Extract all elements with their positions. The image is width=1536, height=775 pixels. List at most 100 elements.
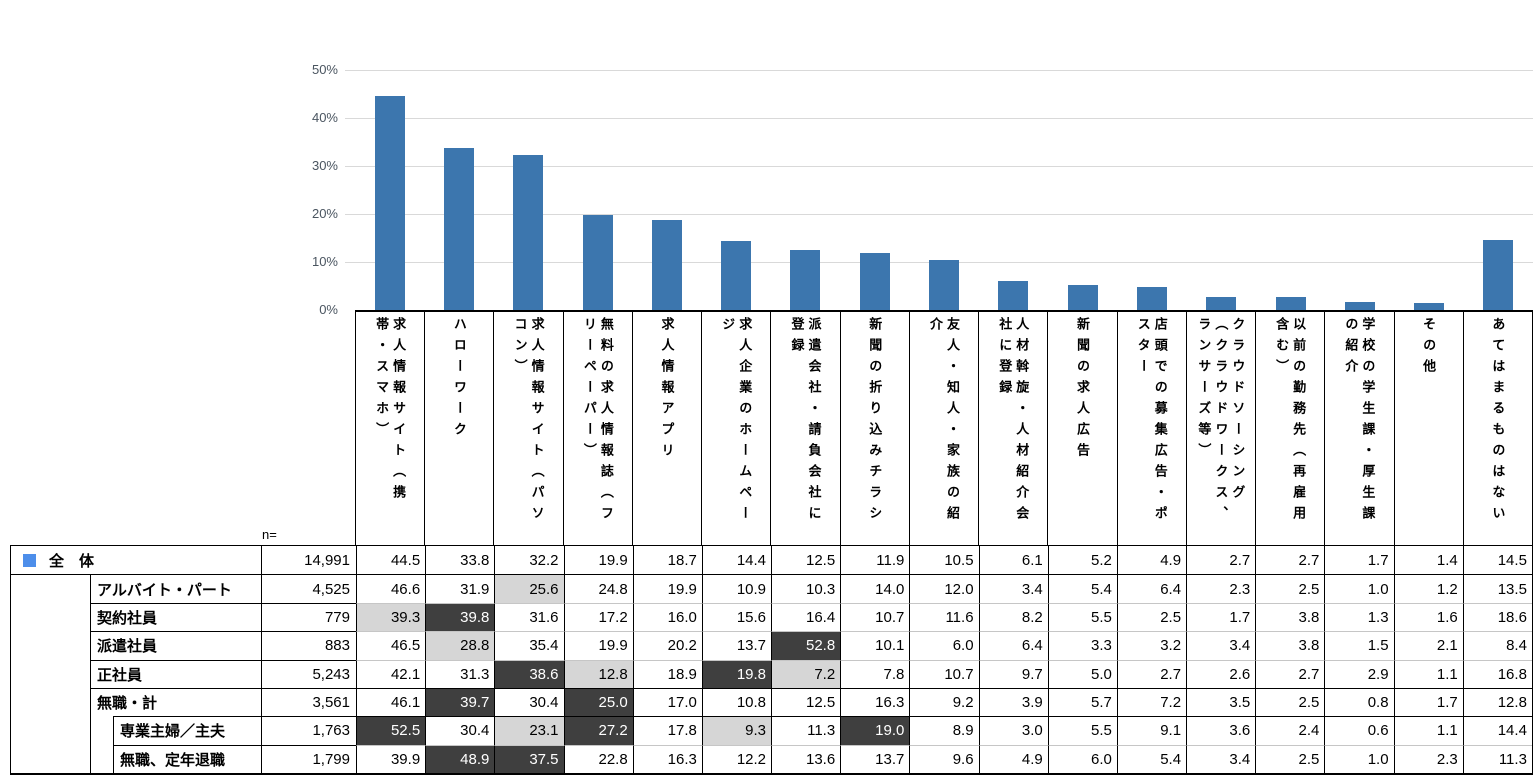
value-cell: 23.1 — [494, 716, 564, 745]
bar-column — [494, 70, 563, 310]
bar-column — [909, 70, 978, 310]
y-axis-tick-label: 40% — [311, 110, 338, 125]
n-value-cell: 5,243 — [261, 659, 356, 688]
n-value-cell: 14,991 — [261, 546, 356, 575]
label-indent-spacer — [90, 716, 113, 745]
value-cell: 17.0 — [632, 687, 702, 717]
bar — [790, 250, 821, 310]
category-header-cell: 人材斡旋・人材紹介会 社に登録 — [978, 312, 1047, 545]
value-cell: 17.2 — [563, 602, 633, 632]
n-value-cell: 779 — [261, 602, 356, 632]
value-cell: 46.6 — [356, 574, 426, 603]
value-cell: 5.2 — [1047, 546, 1117, 575]
y-axis-tick-label: 10% — [311, 254, 338, 269]
bar — [859, 252, 890, 310]
value-cell: 11.3 — [771, 716, 841, 745]
category-header-label: 学校の学生課・厚生課 の紹介 — [1343, 317, 1376, 527]
gridline — [345, 166, 1533, 167]
value-cell: 0.6 — [1324, 716, 1394, 745]
value-cell: 18.9 — [632, 659, 702, 688]
value-cell: 12.5 — [771, 687, 841, 717]
bar-column — [701, 70, 770, 310]
value-cell: 35.4 — [494, 631, 564, 660]
value-cell: 12.8 — [563, 659, 633, 688]
table-row: アルバイト・パート 4,525 46.6 31.9 25.6 24.8 19.9 10.9 10… — [11, 574, 1532, 603]
label-indent-spacer — [11, 660, 90, 688]
bar — [1206, 297, 1237, 310]
category-header-label: 求人情報アプリ — [659, 317, 675, 464]
label-indent-spacer — [11, 716, 90, 744]
value-cell: 39.9 — [356, 744, 426, 773]
label-indent-spacer — [11, 745, 90, 773]
category-header-label: ハローワーク — [451, 317, 467, 443]
category-header-cell: その他 — [1393, 312, 1463, 545]
value-cell: 16.3 — [632, 744, 702, 773]
value-cells: 46.5 28.8 35.4 19.9 20.2 13.7 52.8 10.1 6.0 6.4 3.… — [356, 631, 1532, 660]
value-cell: 3.4 — [978, 574, 1048, 603]
table-row: 無職・計 3,561 46.1 39.7 30.4 25.0 17.0 10.8 12.5 16.… — [11, 687, 1532, 717]
value-cell: 13.7 — [701, 631, 772, 660]
value-cell: 2.5 — [1116, 602, 1187, 632]
value-cell: 31.6 — [494, 602, 564, 632]
value-cell: 13.5 — [1462, 574, 1532, 603]
category-header-label: 求人企業のホームペー ジ — [720, 317, 753, 527]
value-cell: 18.6 — [1462, 602, 1532, 632]
value-cell: 12.5 — [771, 546, 840, 575]
value-cell: 2.5 — [1255, 687, 1325, 717]
category-header-cell: クラウドソーシング （クラウドワークス、 ランサーズ等） — [1185, 312, 1255, 545]
value-cell: 1.0 — [1324, 574, 1394, 603]
table-row: 専業主婦／主夫 1,763 52.5 30.4 23.1 27.2 17.8 9.3 11.3 1… — [11, 716, 1532, 745]
category-header-label: あてはまるものはない — [1490, 317, 1506, 527]
value-cell: 1.0 — [1324, 744, 1394, 773]
value-cell: 39.3 — [356, 602, 426, 632]
y-axis-tick-label: 30% — [311, 158, 338, 173]
y-axis-tick-label: 50% — [311, 62, 338, 77]
value-cell: 16.0 — [632, 602, 702, 632]
bar — [1275, 297, 1306, 310]
gridline — [345, 214, 1533, 215]
category-header-label: 派遣会社・請負会社に 登録 — [789, 317, 822, 527]
n-value-cell: 3,561 — [261, 687, 356, 717]
value-cell: 2.3 — [1393, 744, 1463, 773]
value-cell: 6.4 — [1116, 574, 1187, 603]
value-cell: 7.2 — [1116, 687, 1187, 717]
bar — [651, 220, 682, 310]
bar-column — [1117, 70, 1186, 310]
value-cell: 39.7 — [425, 687, 495, 717]
bar-column — [632, 70, 701, 310]
value-cell: 10.9 — [701, 574, 772, 603]
value-cell: 44.5 — [356, 546, 425, 575]
category-header-label: 新聞の折り込みチラシ — [867, 317, 883, 527]
table-row: 派遣社員 883 46.5 28.8 35.4 19.9 20.2 13.7 52.8 10.1 6… — [11, 631, 1532, 660]
value-cells: 39.3 39.8 31.6 17.2 16.0 15.6 16.4 10.7 11.6 8.2 5… — [356, 602, 1532, 632]
value-cell: 33.8 — [425, 546, 494, 575]
value-cell: 9.3 — [701, 716, 772, 745]
value-cell: 14.4 — [701, 546, 771, 575]
bar-column — [840, 70, 909, 310]
bar — [1067, 285, 1098, 310]
value-cell: 9.1 — [1116, 716, 1187, 745]
value-cell: 4.9 — [978, 744, 1048, 773]
bar — [1136, 286, 1167, 310]
category-header-cell: 友人・知人・家族の紹 介 — [908, 312, 978, 545]
value-cell: 17.8 — [632, 716, 702, 745]
value-cell: 12.0 — [909, 574, 979, 603]
category-header-cell: 学校の学生課・厚生課 の紹介 — [1324, 312, 1393, 545]
category-header-cell: 求人情報サイト（携 帯・スマホ） — [355, 312, 424, 545]
value-cell: 6.1 — [978, 546, 1048, 575]
category-header-label: 人材斡旋・人材紹介会 社に登録 — [997, 317, 1030, 527]
value-cell: 7.8 — [840, 659, 910, 688]
value-cell: 2.9 — [1324, 659, 1394, 688]
value-cell: 31.3 — [425, 659, 495, 688]
bar — [443, 147, 474, 310]
category-header-label: 求人情報サイト（パソ コン） — [512, 317, 545, 527]
value-cell: 1.7 — [1186, 602, 1256, 632]
value-cell: 38.6 — [494, 659, 564, 688]
value-cell: 4.9 — [1116, 546, 1186, 575]
value-cell: 10.7 — [840, 602, 910, 632]
value-cell: 2.6 — [1186, 659, 1256, 688]
value-cell: 5.7 — [1047, 687, 1117, 717]
category-header-cell: 派遣会社・請負会社に 登録 — [770, 312, 839, 545]
value-cell: 8.2 — [978, 602, 1048, 632]
